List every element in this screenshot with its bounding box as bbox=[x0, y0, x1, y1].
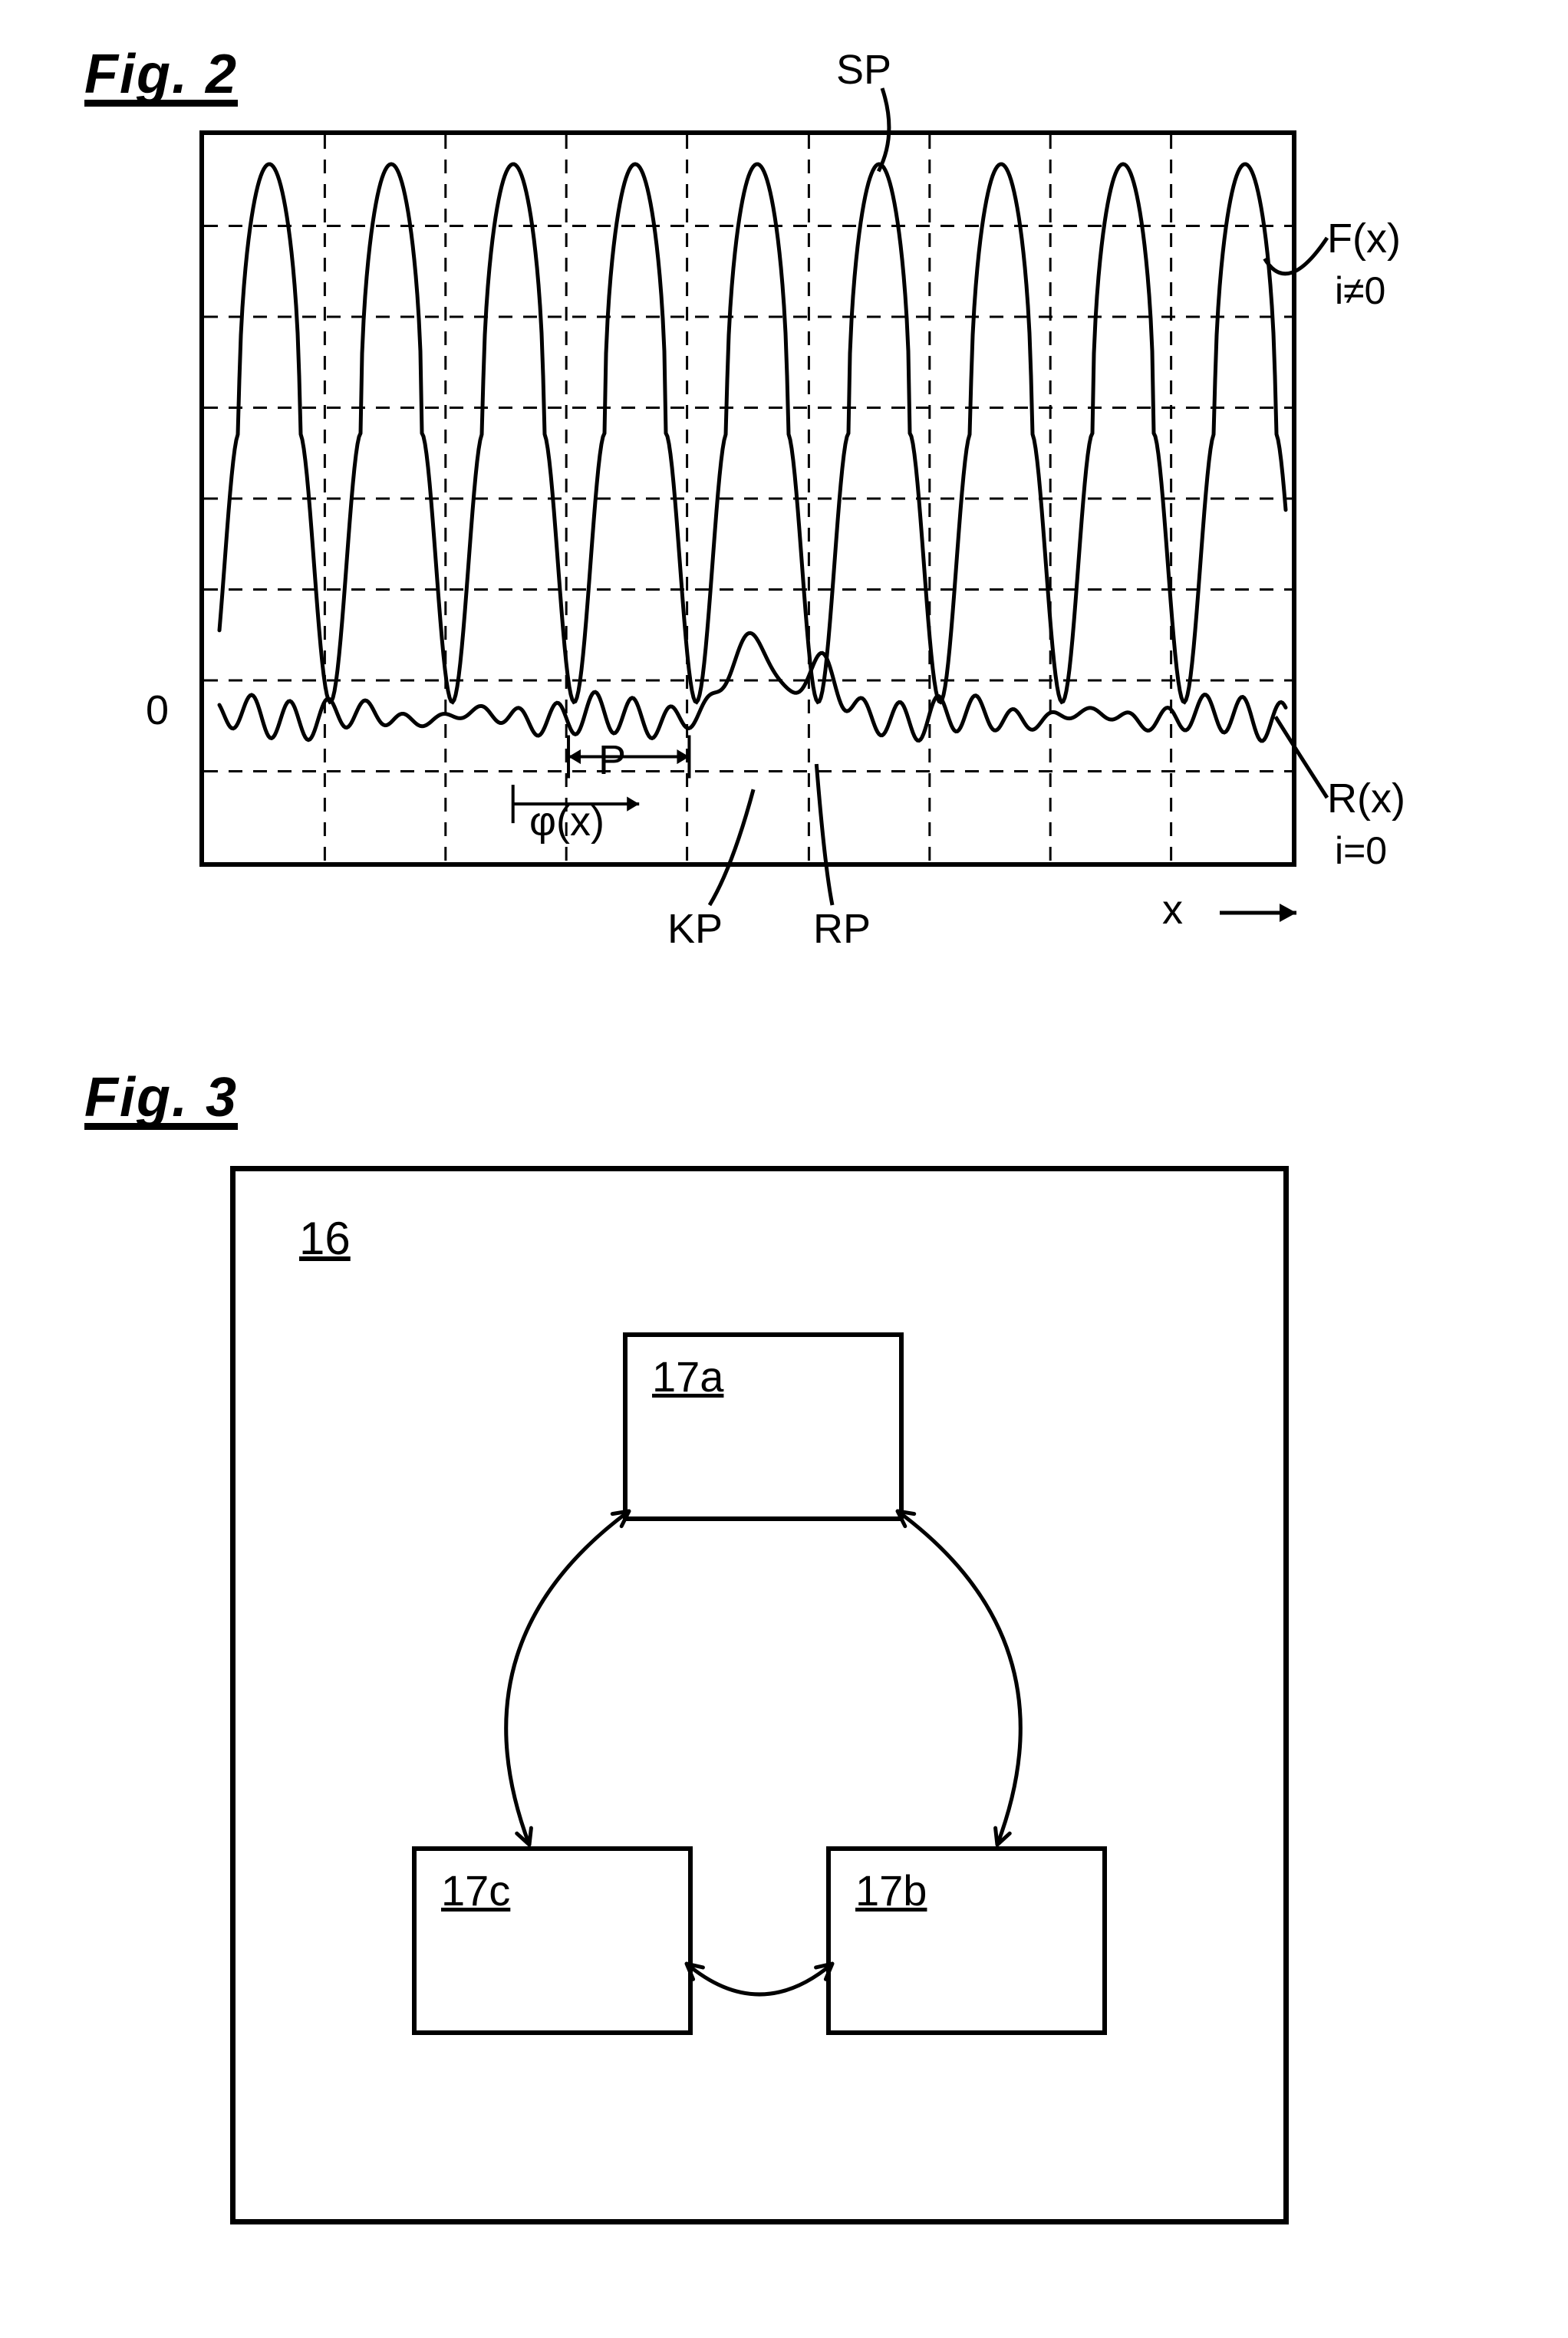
fig3-diagram bbox=[230, 1166, 1289, 2224]
fig2-chart bbox=[199, 130, 1296, 867]
label-16: 16 bbox=[299, 1212, 351, 1265]
label-Fx: F(x) bbox=[1327, 215, 1401, 262]
box-17b-label: 17b bbox=[855, 1865, 927, 1915]
label-x: x bbox=[1162, 886, 1183, 934]
label-zero: 0 bbox=[146, 687, 169, 734]
label-P: P bbox=[598, 736, 626, 784]
page: Fig. 2 SP F(x) i≠0 R(x) i=0 0 x KP RP P … bbox=[0, 0, 1568, 2338]
label-phi: φ(x) bbox=[529, 798, 604, 845]
fig2-label: Fig. 2 bbox=[84, 43, 238, 107]
label-i-eq-0: i=0 bbox=[1335, 828, 1387, 873]
box-17a-label: 17a bbox=[652, 1352, 723, 1401]
fig3-label-text: Fig. 3 bbox=[84, 1073, 238, 1130]
label-i-ne-0: i≠0 bbox=[1335, 268, 1385, 313]
fig3-label: Fig. 3 bbox=[84, 1066, 238, 1130]
fig2-svg bbox=[204, 135, 1292, 862]
fig2-label-text: Fig. 2 bbox=[84, 50, 238, 107]
label-Rx: R(x) bbox=[1327, 775, 1405, 822]
box-17c-label: 17c bbox=[441, 1865, 510, 1915]
label-RP: RP bbox=[813, 905, 871, 953]
label-KP: KP bbox=[667, 905, 723, 953]
label-SP: SP bbox=[836, 46, 891, 94]
